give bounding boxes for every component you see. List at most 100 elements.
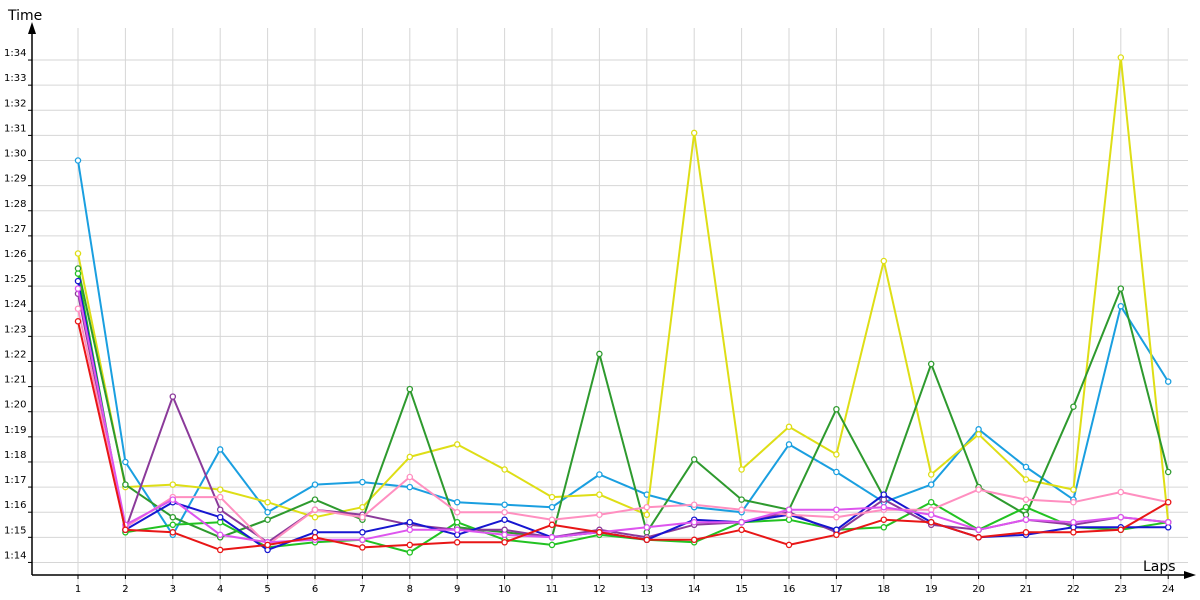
series-line bbox=[77, 321, 1169, 551]
data-point bbox=[501, 508, 508, 516]
x-tick-label: 4 bbox=[217, 584, 223, 595]
data-point bbox=[501, 501, 508, 508]
data-point bbox=[1022, 496, 1030, 503]
data-point bbox=[1070, 529, 1077, 536]
data-point bbox=[1117, 285, 1125, 292]
x-tick-label: 18 bbox=[877, 584, 890, 595]
series-2 bbox=[74, 54, 1172, 526]
data-point bbox=[880, 257, 888, 265]
data-point bbox=[927, 518, 935, 526]
y-tick-label: 1:30 bbox=[4, 149, 26, 160]
x-tick-label: 12 bbox=[593, 584, 606, 595]
y-tick-label: 1:28 bbox=[4, 199, 26, 210]
data-point bbox=[785, 506, 793, 513]
data-point bbox=[738, 466, 745, 473]
data-point bbox=[548, 534, 556, 541]
data-point bbox=[311, 496, 319, 503]
data-point bbox=[1164, 524, 1172, 531]
data-point bbox=[359, 544, 366, 551]
data-point bbox=[1117, 513, 1125, 521]
series-line bbox=[77, 280, 1169, 551]
data-point bbox=[833, 513, 840, 521]
data-point bbox=[880, 491, 888, 498]
data-point bbox=[453, 498, 461, 506]
data-point bbox=[1022, 529, 1030, 536]
x-tick-label: 19 bbox=[925, 584, 938, 595]
data-point bbox=[264, 498, 271, 506]
data-point bbox=[880, 516, 888, 523]
data-point bbox=[216, 513, 224, 521]
y-tick-label: 1:25 bbox=[4, 274, 26, 285]
data-point bbox=[880, 503, 888, 511]
series-line bbox=[77, 273, 1169, 554]
series-3 bbox=[74, 265, 1172, 541]
series-line bbox=[77, 268, 1170, 539]
data-point bbox=[264, 541, 271, 549]
data-point bbox=[643, 511, 651, 518]
data-point bbox=[311, 513, 319, 521]
y-tick-label: 1:29 bbox=[4, 174, 26, 185]
y-tick-label: 1:22 bbox=[4, 349, 26, 360]
y-tick-label: 1:14 bbox=[4, 550, 26, 561]
data-point bbox=[927, 481, 935, 488]
y-axis-arrow-icon bbox=[28, 22, 36, 34]
data-point bbox=[501, 531, 508, 539]
data-point bbox=[169, 393, 177, 400]
data-point bbox=[690, 536, 698, 544]
x-tick-label: 22 bbox=[1067, 584, 1080, 595]
data-point bbox=[74, 305, 82, 312]
y-tick-label: 1:23 bbox=[4, 324, 26, 335]
y-tick-label: 1:15 bbox=[4, 525, 26, 536]
x-tick-label: 15 bbox=[735, 584, 748, 595]
x-tick-label: 10 bbox=[498, 584, 511, 595]
data-point bbox=[927, 360, 935, 368]
series-lines bbox=[74, 54, 1172, 556]
axes: Time Laps bbox=[7, 8, 1196, 579]
y-tick-label: 1:34 bbox=[4, 48, 26, 59]
data-point bbox=[690, 518, 698, 526]
data-point bbox=[453, 539, 461, 546]
data-point bbox=[833, 405, 840, 413]
data-point bbox=[1022, 516, 1030, 523]
data-point bbox=[406, 526, 414, 534]
data-point bbox=[406, 541, 414, 549]
data-point bbox=[74, 318, 82, 325]
data-point bbox=[359, 513, 366, 521]
data-point bbox=[596, 350, 603, 358]
data-point bbox=[785, 541, 793, 549]
x-tick-label: 16 bbox=[783, 584, 796, 595]
x-tick-label: 21 bbox=[1020, 584, 1033, 595]
data-point bbox=[690, 129, 698, 137]
series-1 bbox=[74, 157, 1172, 539]
series-line bbox=[77, 56, 1170, 523]
data-point bbox=[122, 526, 129, 534]
y-tick-label: 1:21 bbox=[4, 375, 26, 386]
data-point bbox=[927, 471, 935, 478]
data-point bbox=[927, 511, 935, 518]
data-point bbox=[975, 486, 982, 493]
y-tick-label: 1:24 bbox=[4, 299, 26, 310]
x-tick-label: 3 bbox=[170, 584, 176, 595]
data-point bbox=[1164, 378, 1172, 385]
y-tick-label: 1:33 bbox=[4, 73, 26, 84]
data-point bbox=[596, 529, 603, 536]
data-point bbox=[501, 466, 508, 473]
data-point bbox=[501, 539, 508, 546]
y-tick-label: 1:17 bbox=[4, 475, 26, 486]
data-point bbox=[311, 534, 319, 541]
data-point bbox=[738, 496, 745, 503]
data-point bbox=[169, 529, 177, 536]
data-point bbox=[359, 503, 366, 511]
data-point bbox=[833, 451, 840, 458]
data-point bbox=[359, 536, 366, 544]
x-tick-label: 8 bbox=[407, 584, 413, 595]
data-point bbox=[596, 511, 603, 518]
x-tick-label: 7 bbox=[359, 584, 365, 595]
x-tick-label: 5 bbox=[264, 584, 270, 595]
y-tick-label: 1:18 bbox=[4, 450, 26, 461]
data-point bbox=[1070, 498, 1077, 506]
y-tick-label: 1:31 bbox=[4, 123, 26, 134]
data-point bbox=[311, 481, 319, 488]
y-tick-label: 1:20 bbox=[4, 400, 26, 411]
data-point bbox=[1070, 518, 1077, 526]
